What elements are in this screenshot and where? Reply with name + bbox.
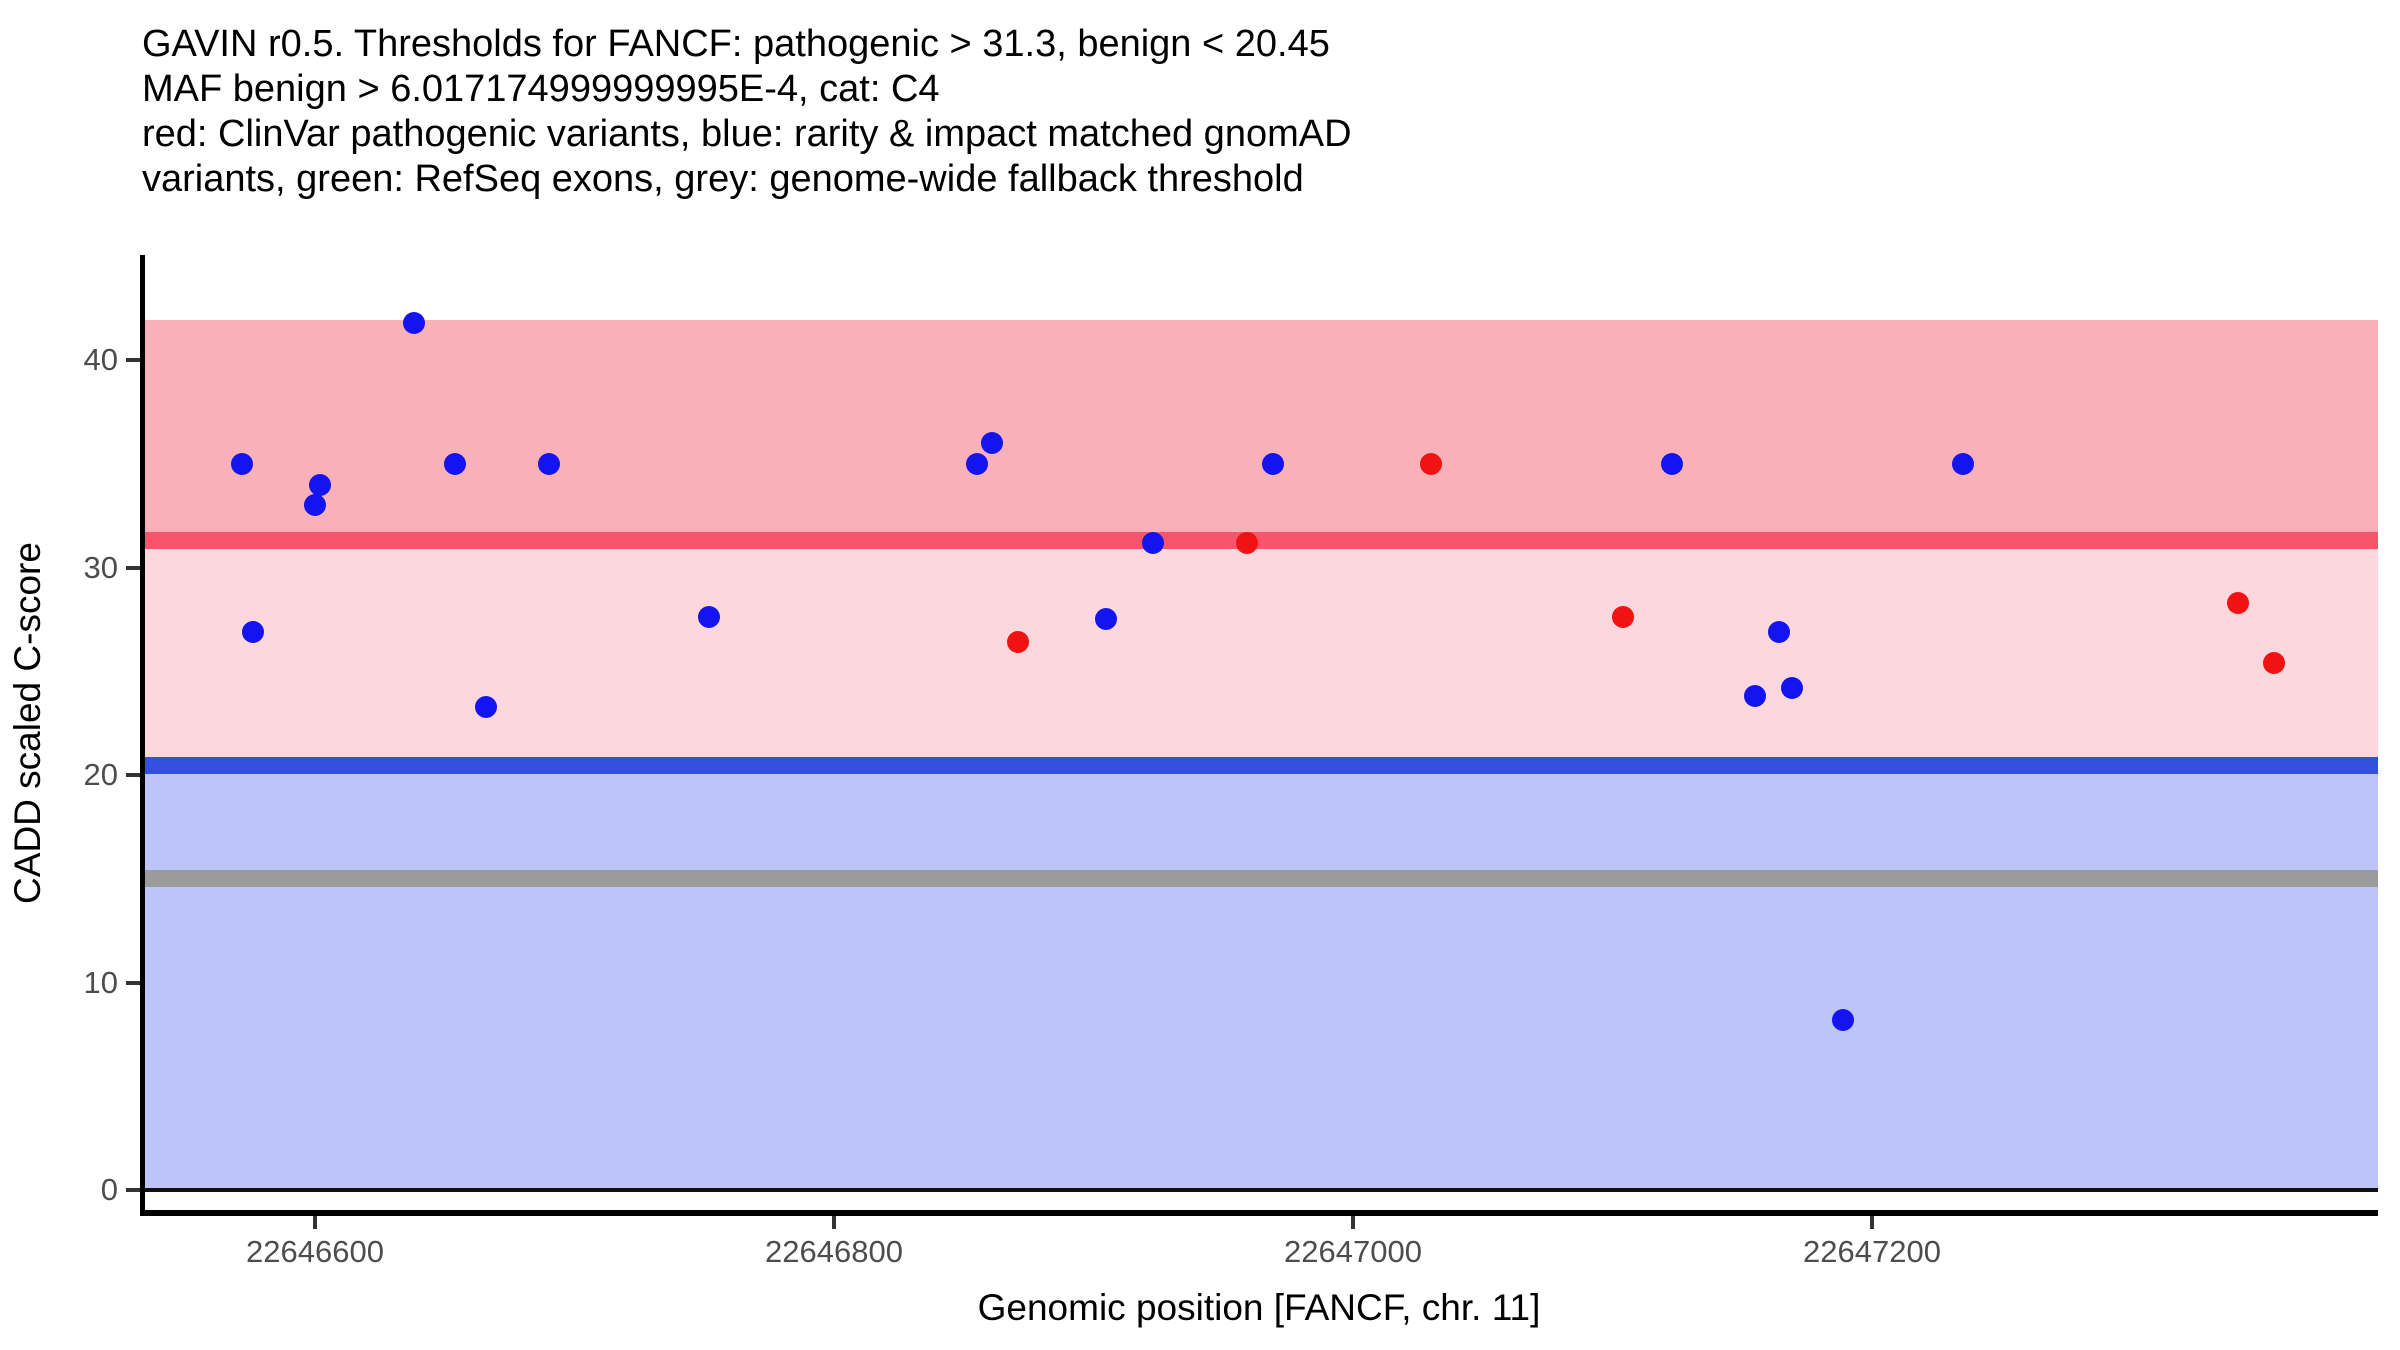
- threshold-line-pathogenic: [145, 532, 2378, 550]
- y-axis-tick-label: 20: [83, 757, 118, 792]
- data-point-gnomad-matched: [1744, 685, 1767, 708]
- chart-title-line-4: variants, green: RefSeq exons, grey: gen…: [142, 158, 1304, 200]
- data-point-gnomad-matched: [537, 452, 560, 475]
- data-point-gnomad-matched: [241, 620, 264, 643]
- data-point-gnomad-matched: [231, 452, 254, 475]
- x-axis-tick-label: 22647000: [1284, 1234, 1422, 1269]
- data-point-clinvar-pathogenic: [1235, 531, 1258, 554]
- y-axis-tick-label: 40: [83, 342, 118, 377]
- data-point-gnomad-matched: [698, 606, 721, 629]
- x-axis-tick: [1870, 1216, 1874, 1229]
- chart-title-line-2: MAF benign > 6.017174999999995E-4, cat: …: [142, 68, 940, 110]
- x-axis-line: [140, 1210, 2378, 1216]
- data-point-clinvar-pathogenic: [2263, 651, 2286, 674]
- y-axis-tick: [126, 358, 140, 362]
- data-point-gnomad-matched: [309, 473, 332, 496]
- y-axis-tick-label: 0: [100, 1172, 118, 1207]
- data-point-clinvar-pathogenic: [2226, 591, 2249, 614]
- y-axis-tick: [126, 773, 140, 777]
- data-point-gnomad-matched: [304, 494, 326, 517]
- data-point-gnomad-matched: [965, 452, 988, 475]
- x-axis-tick-label: 22646600: [246, 1234, 384, 1269]
- data-point-clinvar-pathogenic: [1611, 606, 1634, 629]
- data-point-gnomad-matched: [444, 452, 467, 475]
- data-point-gnomad-matched: [981, 432, 1004, 454]
- x-axis-title: Genomic position [FANCF, chr. 11]: [977, 1287, 1541, 1328]
- y-axis-tick-label: 10: [83, 964, 118, 1000]
- y-axis-tick: [126, 980, 140, 985]
- data-point-clinvar-pathogenic: [1419, 452, 1442, 475]
- x-axis-tick-label: 22646800: [765, 1234, 903, 1269]
- data-point-gnomad-matched: [475, 695, 498, 718]
- x-axis-tick: [1351, 1216, 1355, 1229]
- data-point-gnomad-matched: [1780, 676, 1803, 699]
- data-point-gnomad-matched: [1261, 452, 1284, 475]
- threshold-line-fallback: [145, 870, 2378, 888]
- threshold-band-intermediate-region: [145, 540, 2378, 766]
- y-axis-tick: [126, 1188, 140, 1192]
- x-axis-tick: [832, 1216, 836, 1229]
- y-axis-tick-label: 30: [83, 549, 118, 585]
- data-point-gnomad-matched: [1832, 1008, 1855, 1031]
- x-axis-tick: [313, 1216, 317, 1229]
- data-point-gnomad-matched: [1095, 608, 1118, 631]
- y-axis-title: CADD scaled C-score: [7, 542, 48, 904]
- data-point-gnomad-matched: [1142, 531, 1165, 554]
- chart-title: GAVIN r0.5. Thresholds for FANCF: pathog…: [142, 22, 1352, 202]
- threshold-band-pathogenic-region: [145, 319, 2378, 541]
- y-axis-tick: [126, 565, 140, 570]
- data-point-gnomad-matched: [1951, 452, 1974, 475]
- threshold-band-benign-region: [145, 765, 2378, 1190]
- data-point-gnomad-matched: [402, 311, 425, 334]
- threshold-line-benign: [145, 757, 2378, 775]
- y-axis-line: [140, 255, 145, 1216]
- x-axis-tick-label: 22647200: [1803, 1234, 1941, 1269]
- data-point-gnomad-matched: [1661, 452, 1684, 475]
- chart-title-line-3: red: ClinVar pathogenic variants, blue: …: [142, 113, 1352, 155]
- data-point-clinvar-pathogenic: [1007, 631, 1030, 654]
- data-point-gnomad-matched: [1767, 620, 1790, 643]
- threshold-line-zero: [145, 1188, 2378, 1192]
- chart-title-line-1: GAVIN r0.5. Thresholds for FANCF: pathog…: [142, 23, 1330, 65]
